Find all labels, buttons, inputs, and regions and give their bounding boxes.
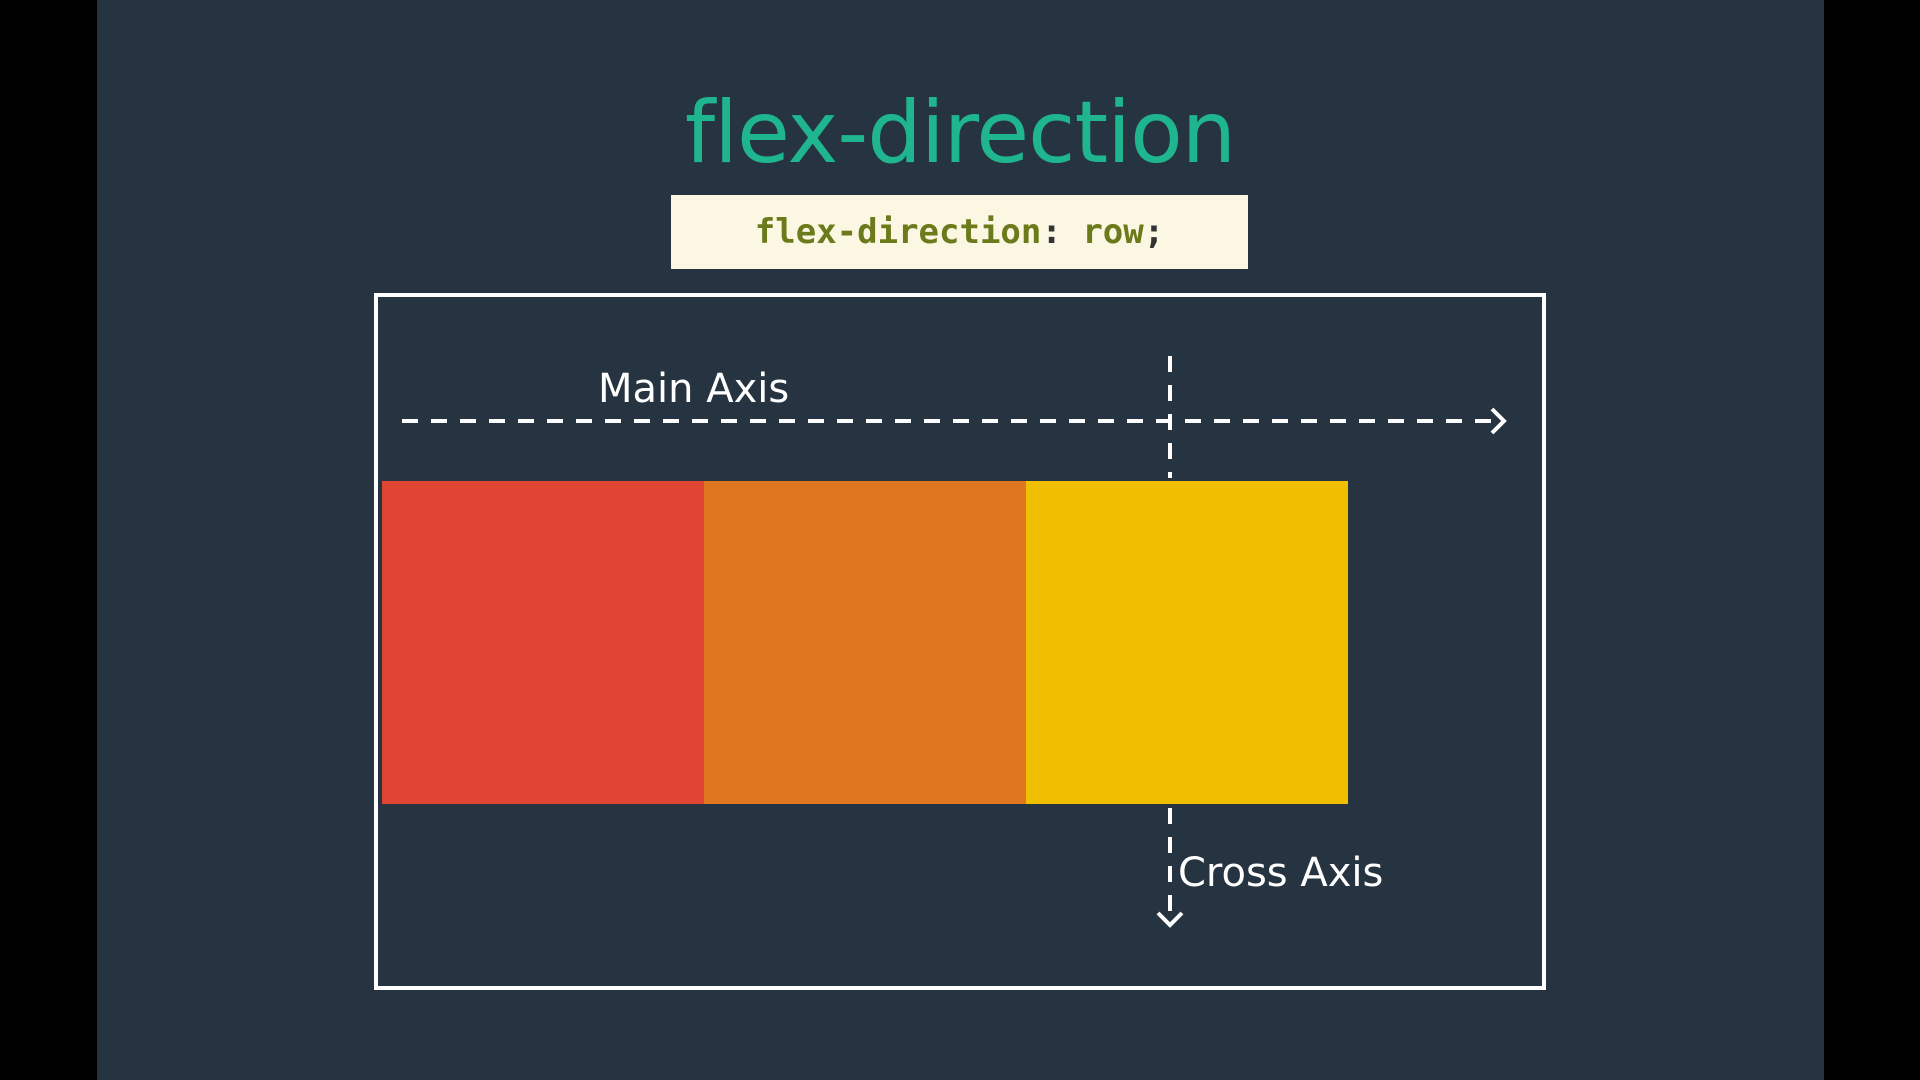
flex-items-row	[382, 481, 1348, 804]
code-colon: :	[1041, 212, 1062, 252]
main-axis-label: Main Axis	[598, 366, 790, 412]
flex-container	[374, 293, 1546, 990]
slide-title: flex-direction	[684, 83, 1236, 183]
flex-item-2	[704, 481, 1026, 804]
code-property: flex-direction	[754, 212, 1042, 252]
cross-axis-label: Cross Axis	[1178, 850, 1384, 896]
flex-item-1	[382, 481, 704, 804]
code-value: row	[1061, 212, 1144, 252]
code-snippet: flex-direction: row;	[671, 195, 1248, 269]
flex-item-3	[1026, 481, 1348, 804]
code-text: flex-direction: row;	[755, 212, 1164, 252]
code-semicolon: ;	[1143, 212, 1165, 252]
